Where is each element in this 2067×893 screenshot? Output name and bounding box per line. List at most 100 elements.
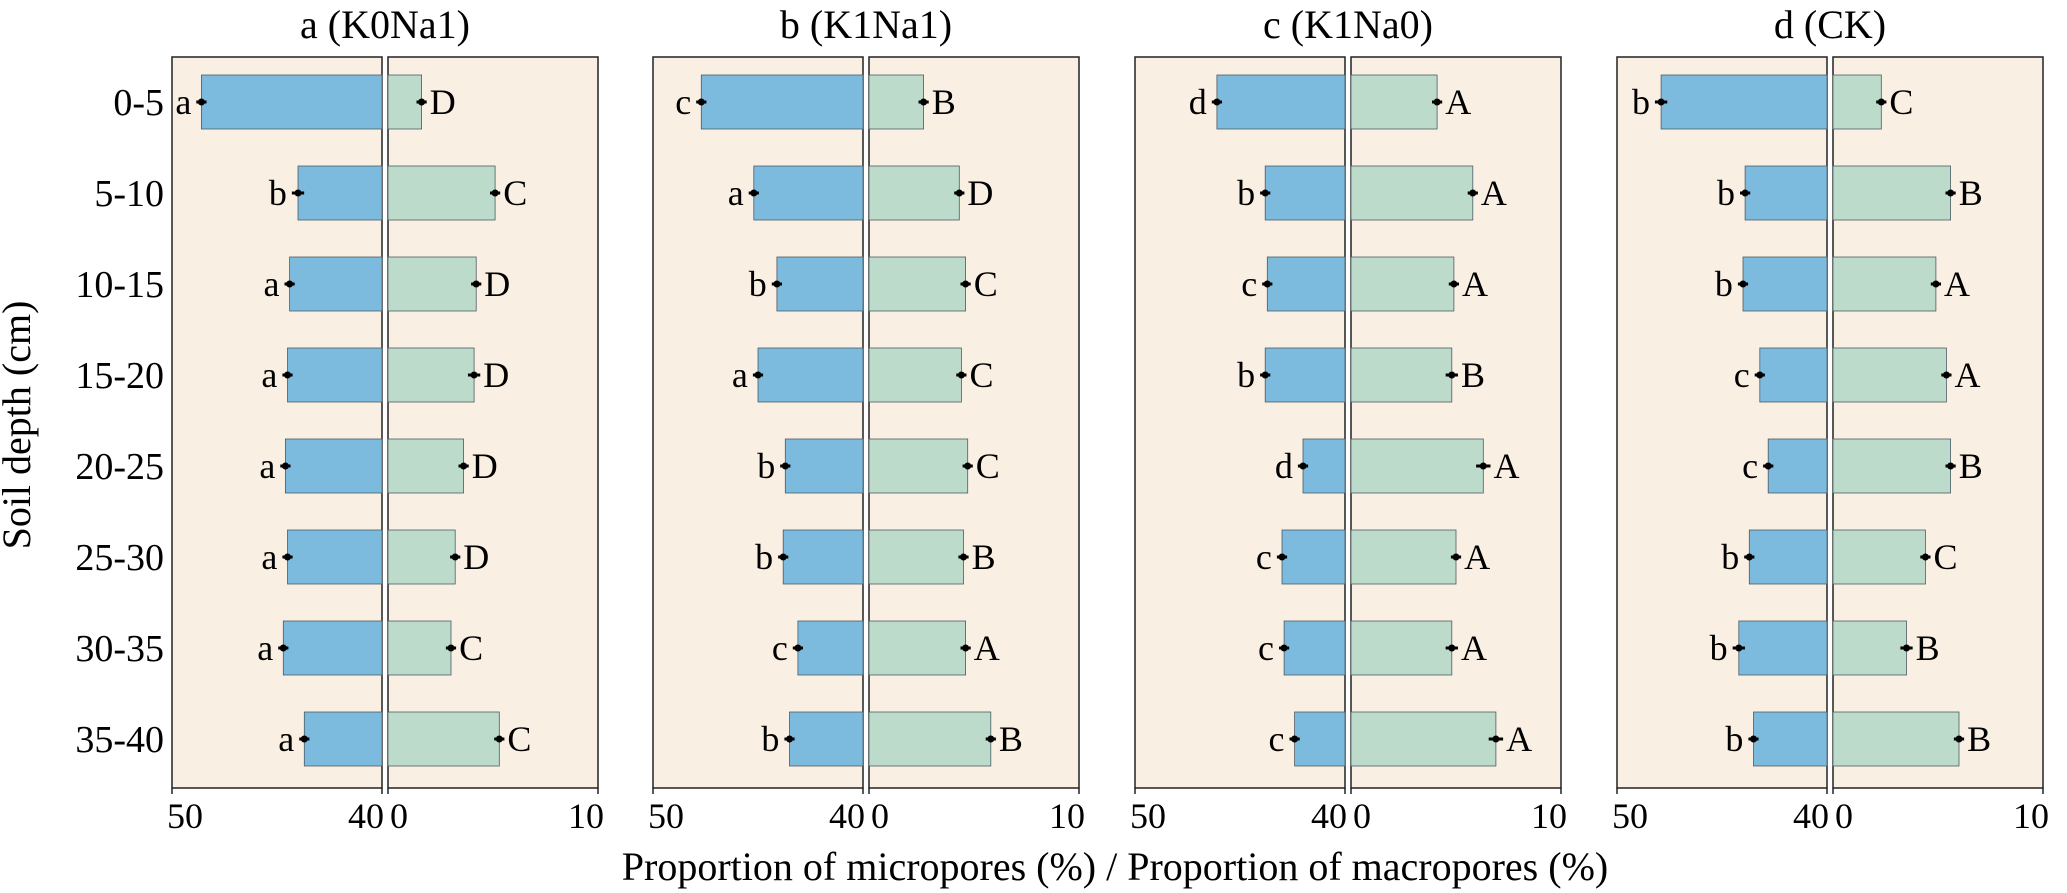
macropore-significance-label: C [459,628,483,668]
macropore-error-point [964,462,972,470]
micropore-bar [289,256,383,312]
macropore-error-point [1942,371,1950,379]
macropore-error-point [957,371,965,379]
macropore-error-point [460,462,468,470]
macropore-bar [1350,256,1455,312]
micropore-significance-label: a [278,719,294,759]
panel-b: b (K1Na1) c Ba Db Ca Cb Cb Bc Ab B 50 40 0 10 [648,2,1085,836]
macropore-error-point [955,189,963,197]
macropore-bar [387,620,452,676]
macropore-significance-label: B [932,82,956,122]
macropore-significance-label: A [1445,82,1471,122]
micropore-error-point [781,462,789,470]
macropore-x-tick-label: 10 [2013,796,2049,836]
micropore-bar [1302,438,1346,494]
micropore-error-point [750,189,758,197]
micropore-error-point [286,280,294,288]
micropore-bar [1738,620,1828,676]
macropore-error-point [1448,371,1456,379]
panel-c: c (K1Na0) d Ab Ac Ab Bd Ac Ac Ac A 50 40 0 10 [1130,2,1567,836]
macropore-significance-label: C [507,719,531,759]
micropore-significance-label: b [757,446,775,486]
macropore-x-tick-label: 10 [1531,796,1567,836]
macropore-bar [1832,74,1882,130]
micropore-significance-label: c [1256,537,1272,577]
macropore-error-point [1479,462,1487,470]
macropore-error-point [1947,462,1955,470]
macropore-significance-label: A [1506,719,1532,759]
y-tick-label: 5-10 [94,173,164,215]
micropore-significance-label: a [259,446,275,486]
macropore-significance-label: B [1916,628,1940,668]
macropore-bar [387,347,475,403]
macropore-error-point [962,280,970,288]
macropore-bar [868,711,992,767]
micropore-significance-label: c [1241,264,1257,304]
macropore-x-tick-label: 0 [871,796,889,836]
x-axis-label: Proportion of micropores (%) / Proportio… [622,844,1608,889]
y-tick-label: 25-30 [75,537,164,579]
micropore-error-point [1261,189,1269,197]
macropore-x-tick-label: 10 [1049,796,1085,836]
macropore-bar [1350,165,1474,221]
micropore-significance-label: d [1275,446,1293,486]
micropore-error-point [1735,644,1743,652]
macropore-significance-label: C [974,264,998,304]
micropore-bar [282,620,383,676]
macropore-bar [1832,620,1907,676]
micropore-significance-label: c [1269,719,1285,759]
macropore-significance-label: A [1955,355,1981,395]
macropore-bar [387,711,500,767]
micropore-significance-label: c [1734,355,1750,395]
macropore-significance-label: D [967,173,993,213]
macropore-bar [1350,620,1453,676]
macropore-error-point [987,735,995,743]
micropore-bar [797,620,864,676]
macropore-bar [1832,711,1960,767]
macropore-error-point [491,189,499,197]
micropore-bar [1660,74,1828,130]
macropore-significance-label: B [999,719,1023,759]
macropore-error-point [1955,735,1963,743]
panel-title: d (CK) [1774,2,1886,47]
macropore-bar [868,256,966,312]
micropore-error-point [794,644,802,652]
macropore-bar [1832,438,1951,494]
macropore-significance-label: C [1889,82,1913,122]
micropore-error-point [697,98,705,106]
micropore-bar [1216,74,1346,130]
micropore-bar [287,529,383,585]
macropore-significance-label: A [974,628,1000,668]
micropore-bar [1266,256,1346,312]
micropore-bar [303,711,383,767]
micropore-bar [782,529,864,585]
micropore-error-point [1263,280,1271,288]
y-tick-label: 30-35 [75,628,164,670]
macropore-bar [868,165,960,221]
macropore-error-point [1452,553,1460,561]
micropore-significance-label: c [1742,446,1758,486]
macropore-x-tick-label: 10 [568,796,604,836]
macropore-bar [387,256,477,312]
micropore-significance-label: b [1237,355,1255,395]
micropore-significance-label: b [269,173,287,213]
macropore-significance-label: A [1944,264,1970,304]
micropore-bar [1294,711,1346,767]
micropore-error-point [1764,462,1772,470]
macropore-significance-label: C [970,355,994,395]
macropore-error-point [960,553,967,561]
macropore-error-point [920,98,928,106]
micropore-significance-label: a [261,537,277,577]
macropore-bar [1350,529,1457,585]
macropore-error-point [1932,280,1940,288]
macropore-error-point [1903,644,1910,652]
y-tick-label: 10-15 [75,264,164,306]
micropore-error-point [284,553,291,561]
macropore-error-point [418,98,426,106]
micropore-error-point [1261,371,1269,379]
macropore-bar [1832,347,1947,403]
micropore-x-tick-label: 50 [1612,796,1648,836]
micropore-error-point [779,553,787,561]
micropore-significance-label: b [1717,173,1735,213]
